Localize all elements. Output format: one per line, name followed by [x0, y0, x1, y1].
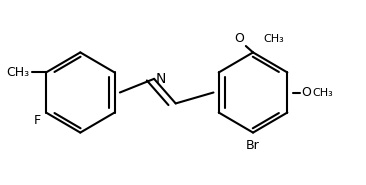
Text: O: O — [234, 32, 244, 45]
Text: CH₃: CH₃ — [264, 34, 285, 44]
Text: F: F — [34, 114, 41, 127]
Text: CH₃: CH₃ — [313, 88, 333, 97]
Text: N: N — [156, 72, 166, 86]
Text: O: O — [302, 86, 311, 99]
Text: Br: Br — [246, 139, 260, 152]
Text: CH₃: CH₃ — [7, 66, 30, 79]
